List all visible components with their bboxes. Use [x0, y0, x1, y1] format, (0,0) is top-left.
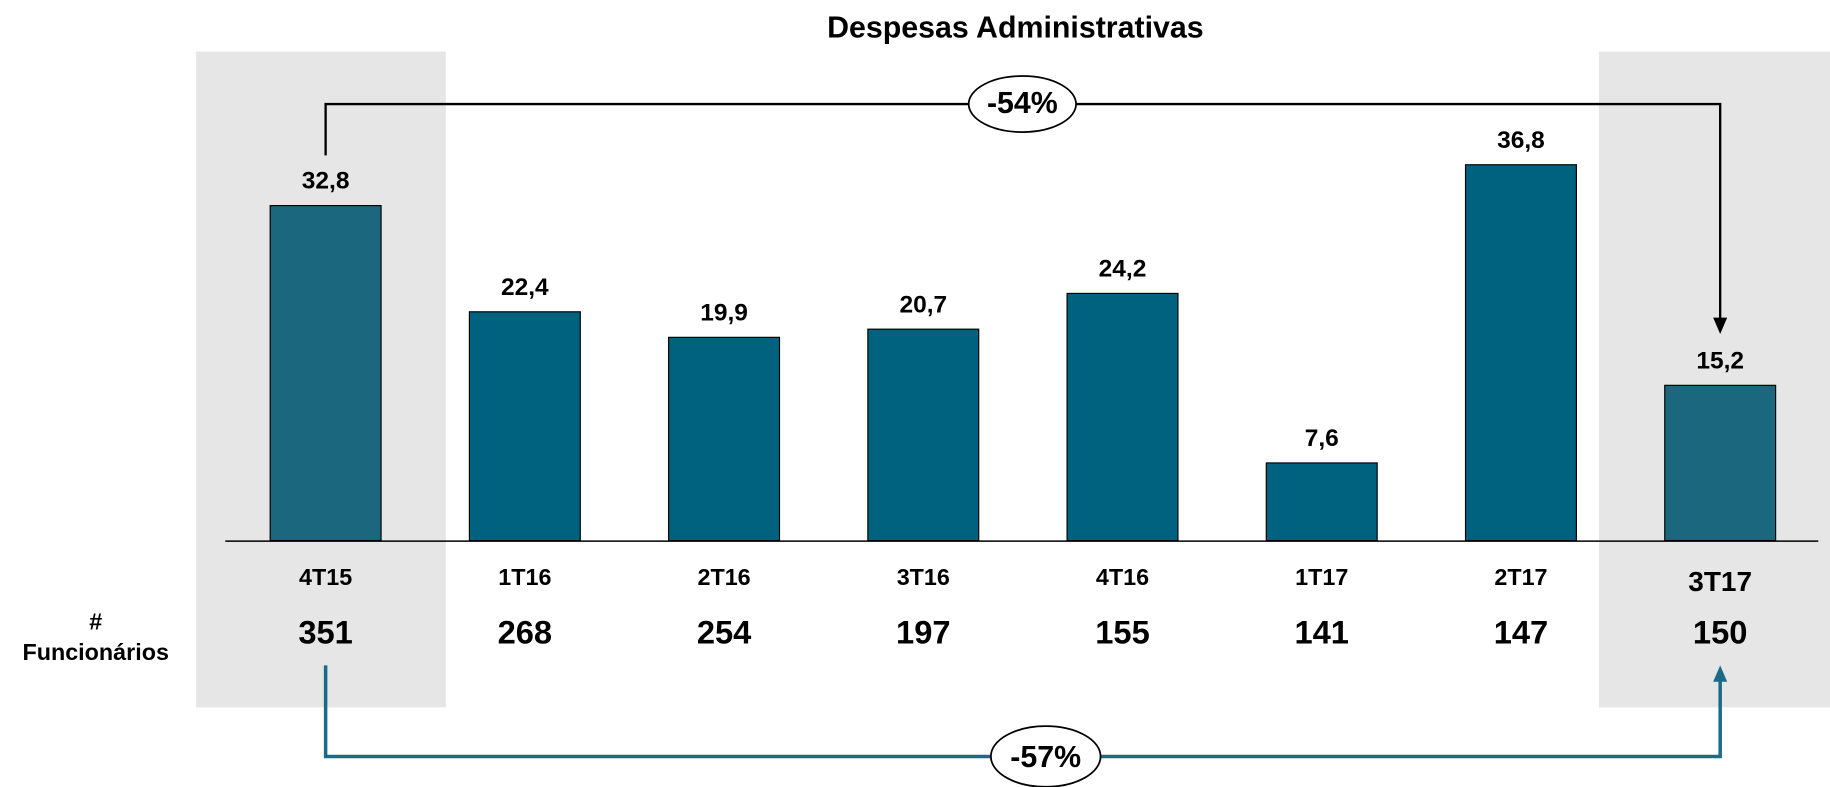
- bar: [1066, 292, 1179, 542]
- arrowhead: [1713, 665, 1728, 682]
- chart-title: Despesas Administrativas: [827, 11, 1203, 44]
- x-tick-label: 1T17: [1295, 564, 1348, 590]
- value-label: 20,7: [899, 291, 947, 318]
- bar: [269, 205, 382, 542]
- value-label: 32,8: [302, 168, 350, 195]
- bar: [1664, 384, 1777, 542]
- headcount-value: 150: [1693, 614, 1748, 651]
- arrowhead: [1713, 317, 1728, 334]
- annotation-bubble: [967, 75, 1077, 133]
- x-tick-label: 3T16: [897, 564, 950, 590]
- headcount-value: 155: [1095, 614, 1150, 651]
- headcount-value: 268: [498, 614, 553, 651]
- annotation: -57%: [1010, 741, 1081, 774]
- x-tick-label: 1T16: [498, 564, 551, 590]
- headcount-value: 351: [298, 614, 353, 651]
- bar: [468, 311, 581, 542]
- x-tick-label: 3T17: [1688, 566, 1752, 597]
- headcount-value: 254: [697, 614, 752, 651]
- annotation: -54%: [987, 87, 1058, 120]
- value-label: 36,8: [1497, 127, 1545, 154]
- x-tick-label: 4T15: [299, 564, 352, 590]
- bar: [1265, 462, 1378, 542]
- highlight-panel: [1598, 51, 1830, 708]
- x-tick-label: 4T16: [1096, 564, 1149, 590]
- headcount-label: #: [89, 609, 102, 635]
- value-label: 24,2: [1099, 256, 1147, 283]
- headcount-value: 197: [896, 614, 951, 651]
- value-label: 15,2: [1696, 347, 1744, 374]
- bar: [867, 328, 980, 542]
- bar: [1464, 164, 1577, 542]
- headcount-value: 147: [1494, 614, 1549, 651]
- x-tick-label: 2T17: [1494, 564, 1547, 590]
- headcount-value: 141: [1294, 614, 1349, 651]
- bar: [668, 336, 781, 542]
- value-label: 19,9: [700, 299, 748, 326]
- value-label: 7,6: [1305, 425, 1339, 452]
- value-label: 22,4: [501, 274, 549, 301]
- headcount-label: Funcionários: [22, 639, 168, 665]
- x-tick-label: 2T16: [697, 564, 750, 590]
